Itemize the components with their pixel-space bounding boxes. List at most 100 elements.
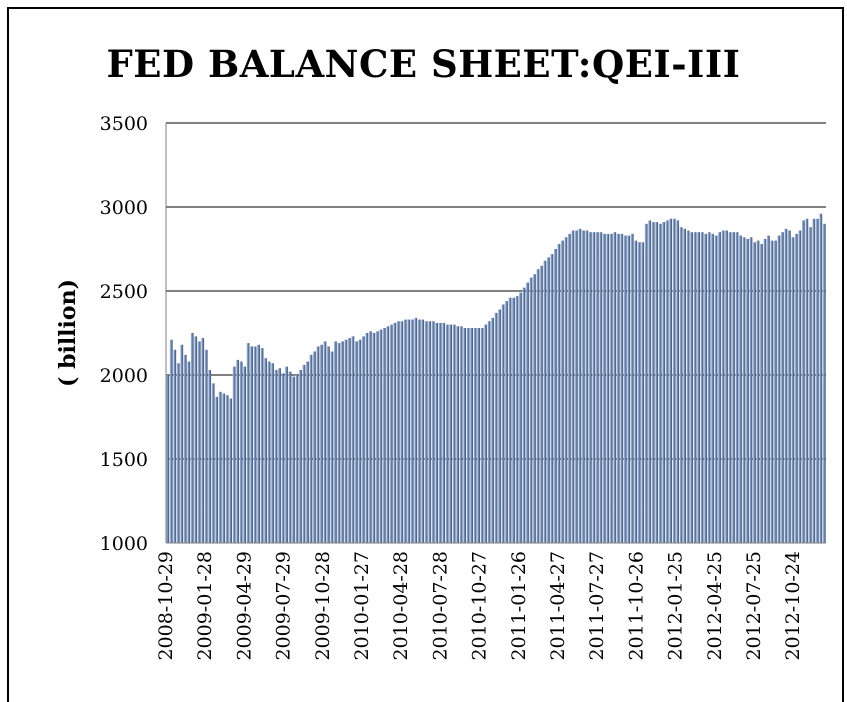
bar	[798, 230, 802, 543]
bar	[403, 319, 407, 543]
bar	[609, 233, 613, 543]
bar	[323, 341, 327, 543]
bar	[187, 361, 191, 543]
bar	[532, 274, 536, 543]
bar	[278, 368, 281, 543]
bar	[697, 232, 700, 543]
bar	[319, 344, 323, 543]
bar	[749, 237, 753, 544]
bar	[655, 222, 659, 543]
bar	[288, 371, 292, 543]
bar	[431, 321, 435, 543]
bar	[756, 240, 760, 543]
bar	[302, 364, 306, 543]
bar	[274, 369, 278, 543]
bar	[679, 227, 683, 543]
bar	[735, 232, 739, 543]
bar	[267, 361, 271, 543]
bar	[718, 232, 721, 543]
bar	[417, 319, 421, 543]
bar	[801, 220, 805, 543]
y-tick-labels: 1000 1500 2000 2500 3000 3500	[100, 113, 148, 555]
y-tick-label: 2500	[100, 281, 148, 303]
bar	[292, 376, 295, 543]
bar	[477, 327, 480, 543]
bar	[222, 393, 226, 543]
bar	[574, 230, 578, 543]
bar	[557, 243, 561, 543]
bar	[742, 237, 746, 544]
bar	[410, 319, 414, 543]
bar	[560, 240, 564, 543]
bar	[253, 346, 257, 543]
bar	[243, 366, 246, 543]
bar	[295, 375, 299, 543]
bar	[515, 296, 519, 543]
bar	[435, 322, 439, 543]
bar	[306, 361, 309, 543]
bar	[299, 369, 302, 543]
bar	[442, 322, 446, 543]
bar	[215, 396, 219, 543]
bar	[686, 230, 690, 543]
bar	[250, 346, 253, 543]
bar	[501, 304, 505, 543]
bar	[728, 232, 732, 543]
bar	[526, 282, 529, 543]
bar	[690, 232, 693, 543]
bar	[375, 331, 379, 543]
bar	[445, 324, 449, 543]
bar	[326, 346, 330, 543]
bar	[491, 317, 494, 543]
y-axis-label: ( billion)	[55, 279, 81, 387]
bar	[379, 329, 383, 543]
bar	[190, 333, 194, 543]
bar	[169, 339, 173, 543]
bar	[421, 319, 425, 543]
bar	[613, 232, 617, 543]
bar	[522, 287, 526, 543]
bar	[330, 351, 334, 543]
bar	[463, 327, 466, 543]
bar	[564, 237, 568, 544]
x-tick-label: 2010-04-28	[390, 551, 412, 661]
bar	[452, 324, 456, 543]
bar	[264, 358, 267, 543]
bar	[498, 309, 501, 543]
bar	[194, 336, 198, 543]
bar	[414, 317, 418, 543]
bar	[606, 233, 610, 543]
bar	[354, 341, 358, 543]
y-tick-label: 1500	[100, 449, 148, 471]
bar	[382, 327, 386, 543]
x-tick-label: 2011-01-26	[508, 551, 530, 661]
bar	[725, 230, 728, 543]
y-tick-label: 2000	[100, 365, 148, 387]
bar	[487, 321, 491, 543]
bar	[183, 354, 187, 543]
bar	[449, 324, 453, 543]
bar	[567, 233, 571, 543]
y-tick-label: 1000	[100, 533, 148, 555]
bar	[347, 338, 351, 543]
bar	[389, 324, 393, 543]
bar	[337, 343, 341, 543]
bar	[407, 319, 411, 543]
x-tick-label: 2012-01-25	[665, 551, 687, 661]
bar	[595, 232, 599, 543]
bar	[424, 321, 428, 543]
bar	[693, 232, 697, 543]
x-tick-label: 2010-01-27	[351, 551, 373, 661]
x-tick-label: 2010-10-27	[469, 551, 491, 661]
bar	[512, 297, 515, 543]
x-tick-labels: 2008-10-29 2009-01-28 2009-04-29 2009-07-29…	[155, 551, 804, 661]
bar	[333, 341, 337, 543]
bar	[588, 232, 592, 543]
bar	[787, 230, 791, 543]
x-tick-label: 2009-04-29	[233, 551, 255, 661]
bar	[236, 359, 240, 543]
bar	[637, 242, 641, 543]
bar	[260, 348, 264, 543]
bar	[386, 326, 390, 543]
bar	[759, 243, 763, 543]
